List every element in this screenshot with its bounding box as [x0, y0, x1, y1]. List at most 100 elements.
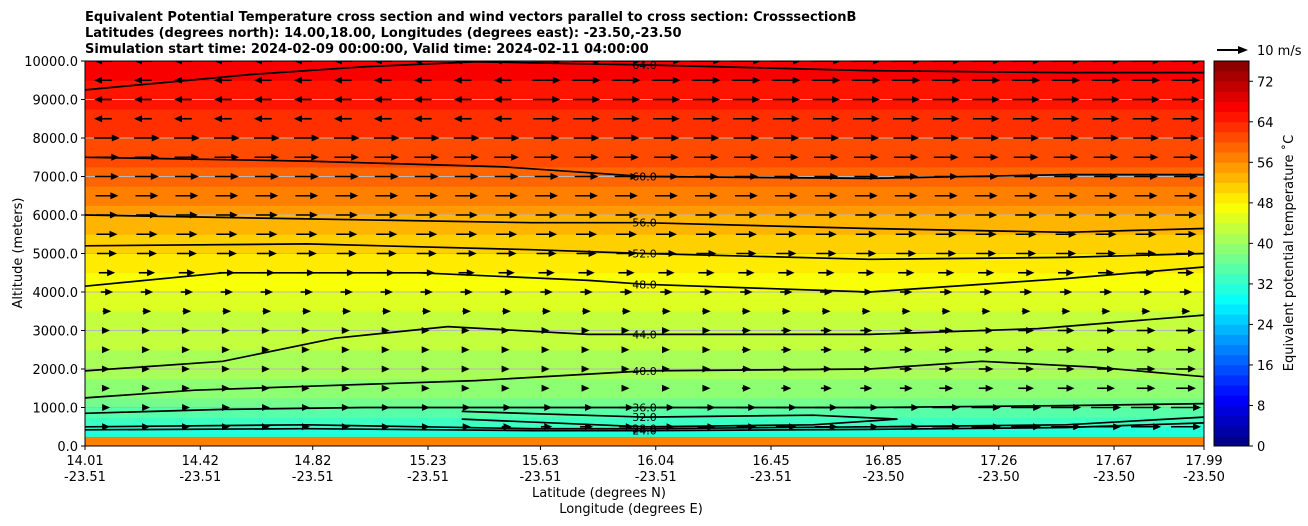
wind-vector-head: [413, 76, 422, 84]
wind-vector-head: [453, 96, 462, 103]
wind-vector-head: [504, 288, 513, 296]
wind-vector-head: [829, 211, 838, 219]
wind-vector-head: [1190, 134, 1199, 142]
wind-vector-head: [550, 153, 559, 161]
wind-vector-head: [1110, 153, 1119, 161]
wind-vector-head: [134, 115, 143, 123]
wind-vector-head: [94, 76, 103, 84]
wind-vector-head: [823, 327, 832, 334]
wind-vector-head: [468, 250, 477, 257]
wind-vector-head: [670, 153, 679, 161]
contour-label: 36.0: [632, 402, 657, 415]
wind-vector-head: [708, 250, 717, 257]
wind-vector-head: [951, 115, 960, 123]
y-tick-label: 1000.0: [33, 402, 79, 417]
wind-vector-head: [1147, 346, 1156, 354]
colorbar-segment: [1214, 415, 1249, 427]
wind-vector-head: [308, 250, 317, 257]
wind-vector-head: [1026, 269, 1035, 277]
colorbar-segment: [1214, 192, 1249, 204]
wind-vector-head: [503, 404, 512, 411]
wind-vector-head: [266, 269, 275, 277]
contour-label: 52.0: [632, 248, 657, 261]
wind-vector-head: [823, 384, 832, 392]
contour-label: 28.0: [632, 423, 657, 436]
wind-vector-head: [341, 384, 350, 392]
wind-vector-head: [831, 115, 840, 123]
wind-vector-head: [182, 404, 191, 411]
wind-vector-head: [552, 96, 561, 103]
wind-vector-head: [470, 192, 479, 200]
wind-vector-head: [542, 307, 551, 315]
wind-vector-head: [581, 327, 590, 334]
wind-vector-head: [1110, 134, 1119, 142]
wind-vector-head: [270, 173, 279, 180]
wind-vector-head: [749, 192, 758, 200]
wind-vector-head: [271, 153, 280, 161]
wind-vector-head: [991, 96, 1000, 103]
theta-e-band: [85, 186, 1204, 197]
wind-vector-head: [588, 250, 597, 257]
wind-vector-head: [908, 230, 917, 238]
colorbar-segment: [1214, 253, 1249, 265]
theta-e-band: [85, 388, 1204, 399]
wind-vector-head: [341, 346, 350, 354]
contour-line-40: [85, 360, 1204, 399]
wind-vector-head: [1146, 269, 1155, 277]
wind-vector-head: [293, 96, 302, 103]
wind-vector-head: [1147, 384, 1156, 392]
wind-vectors: [94, 61, 1202, 431]
wind-vector-head: [582, 307, 591, 315]
wind-vector-head: [141, 365, 150, 373]
wind-vector-head: [1188, 230, 1197, 238]
y-tick-label: 10000.0: [24, 55, 78, 70]
colorbar: 0 8 16 24 32 40 48 56 64 72: [1213, 60, 1274, 455]
colorbar-segment: [1214, 344, 1249, 356]
wind-vector-head: [430, 192, 439, 200]
wind-vector-head: [1064, 288, 1073, 296]
wind-vector-head: [373, 76, 382, 84]
wind-vector-head: [110, 192, 119, 200]
wind-vector-head: [866, 269, 875, 277]
theta-e-band: [85, 138, 1204, 149]
wind-vector-head: [944, 288, 953, 296]
x-tick-label-lat: 17.67: [1095, 454, 1132, 469]
wind-vector-head: [786, 269, 795, 277]
wind-vector-head: [752, 76, 761, 84]
wind-vector-head: [1144, 288, 1153, 296]
wind-vector-head: [661, 365, 670, 373]
wind-vector-head: [453, 61, 462, 65]
wind-vector-head: [1106, 327, 1115, 334]
wind-vector-head: [346, 269, 355, 277]
wind-vector-head: [461, 365, 470, 373]
wind-vector-head: [493, 115, 502, 123]
wind-vector-head: [782, 307, 791, 315]
wind-vector-head: [333, 96, 342, 103]
wind-vector-head: [702, 327, 711, 334]
wind-vector-head: [1104, 288, 1113, 296]
wind-vector-head: [213, 76, 222, 84]
wind-vector-head: [1071, 115, 1080, 123]
wind-vector-head: [230, 192, 239, 200]
wind-vector-head: [904, 384, 913, 392]
wind-vector-head: [1070, 173, 1079, 180]
contour-line-60: [85, 156, 1204, 180]
theta-e-band: [85, 109, 1204, 120]
wind-vector-head: [413, 96, 422, 103]
colorbar-segment: [1214, 212, 1249, 224]
wind-vector-head: [912, 76, 921, 84]
wind-vector-head: [1150, 153, 1159, 161]
wind-vector-head: [1150, 134, 1159, 142]
wind-vector-head: [429, 211, 438, 219]
theta-e-band: [85, 272, 1204, 283]
wind-vector-head: [871, 134, 880, 142]
wind-vector-head: [633, 61, 642, 65]
wind-vector-head: [311, 153, 320, 161]
wind-vector-head: [751, 115, 760, 123]
wind-vector-head: [792, 96, 801, 103]
colorbar-label: Equivalent potential temperature ˚C: [1281, 135, 1297, 371]
wind-vector-head: [110, 173, 119, 180]
wind-vector-head: [181, 346, 190, 354]
wind-vector-head: [1192, 61, 1201, 65]
wind-vector-head: [783, 384, 792, 392]
